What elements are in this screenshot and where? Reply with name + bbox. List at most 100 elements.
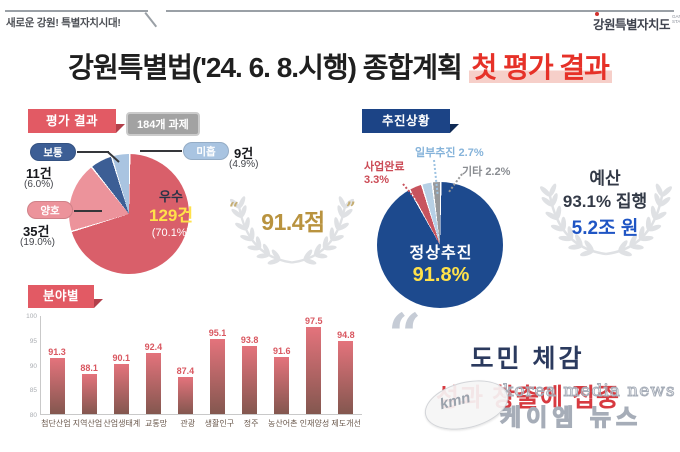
bar — [81, 373, 97, 414]
callout-complete-value: 3.3% — [364, 173, 390, 186]
callout-count-botong: 11건 — [26, 166, 52, 181]
tagline: 새로운 강원! 특별자치시대! — [6, 17, 121, 29]
leader-line-botong — [77, 151, 109, 153]
bar-value-label: 90.1 — [112, 353, 130, 364]
excellent-label: 우수 — [159, 189, 183, 204]
evaluation-pie-center-label: 우수 129건 (70.1%) — [135, 189, 207, 240]
watermark-korean: 케이엠 뉴스 — [499, 403, 643, 430]
title-main: 강원특별법('24. 6. 8.시행) 종합계획 — [68, 52, 469, 83]
bar-slot: 95.1 — [201, 328, 233, 414]
bar-value-label: 97.5 — [305, 316, 323, 327]
callout-pill-botong: 보통 — [30, 143, 76, 161]
normal-progress-label: 정상추진 — [409, 245, 473, 262]
callout-pct-botong: (6.0%) — [24, 179, 54, 190]
bar-category-label: 지역산업 — [72, 419, 103, 428]
normal-progress-value: 91.8% — [412, 264, 470, 287]
watermark-kmn-logo: kmn — [438, 389, 473, 414]
score-close-quote: ” — [346, 199, 356, 219]
progress-badge: 추진상황 — [362, 109, 459, 133]
sector-bars: 91.3 88.1 90.1 92.4 87.4 95.1 93.8 91.6 97.5 94.8 — [40, 316, 362, 415]
callout-pct-miheup: (4.9%) — [229, 159, 259, 170]
bar — [242, 345, 258, 414]
bar-category-label: 생활인구 — [204, 419, 235, 428]
bar — [306, 327, 322, 414]
page-title: 강원특별법('24. 6. 8.시행) 종합계획 첫 평가 결과 — [0, 46, 680, 86]
watermark-english: korea media news — [503, 381, 676, 402]
logo-subtext: GANGWON STATE — [672, 14, 680, 24]
footer-message-line1: 도민 체감 — [470, 345, 585, 373]
callout-partial-label: 일부추진 — [415, 147, 456, 159]
bar-slot: 87.4 — [169, 366, 201, 414]
callout-etc-label: 기타 — [462, 166, 483, 178]
callout-etc: 기타 2.2% — [462, 166, 510, 179]
header-rule-slash — [144, 12, 158, 28]
bar-slot: 93.8 — [234, 335, 266, 414]
bar — [274, 356, 290, 414]
evaluation-pie — [69, 154, 189, 274]
bar-slot: 91.6 — [266, 346, 298, 414]
callout-count-yangho: 35건 — [23, 224, 50, 239]
callout-partial: 일부추진 2.7% — [415, 147, 484, 160]
bar-category-label: 농산어촌 — [268, 419, 298, 428]
gangwon-logo: 강원특별자치도 GANGWON STATE — [592, 12, 680, 33]
header-rule-left — [5, 10, 148, 12]
score-open-quote: “ — [229, 199, 239, 219]
bar-slot: 92.4 — [137, 342, 169, 414]
bar-value-label: 91.6 — [272, 345, 291, 356]
callout-etc-value: 2.2% — [485, 166, 511, 178]
y-axis-tick: 95 — [29, 337, 37, 345]
bar — [210, 339, 226, 414]
bar-category-label: 제도개선 — [331, 419, 361, 428]
progress-pie-center-label: 정상추진 91.8% — [398, 244, 484, 287]
header-rule-right — [166, 10, 674, 12]
bar-category-label: 첨단산업 — [41, 419, 71, 428]
bar-category-label: 교통망 — [144, 419, 168, 428]
bar-slot: 97.5 — [298, 316, 330, 414]
callout-pct-yangho: (19.0%) — [20, 237, 56, 248]
leader-line-miheup — [140, 150, 182, 152]
bar-value-label: 94.8 — [337, 329, 355, 340]
bar — [145, 352, 161, 414]
footer-quote-mark: “ — [388, 301, 422, 369]
bar-value-label: 92.4 — [144, 341, 163, 352]
budget-summary: 예산 93.1% 집행 5.2조 원 — [535, 168, 675, 242]
y-axis-tick: 85 — [29, 387, 37, 395]
sector-badge: 분야별 — [28, 285, 103, 308]
bar-slot: 91.3 — [41, 347, 73, 414]
budget-title: 예산 — [589, 169, 621, 188]
y-axis-tick: 80 — [29, 412, 37, 419]
bar-category-label: 정주 — [243, 419, 259, 428]
bar-category-label: 산업생태계 — [103, 419, 141, 428]
bar — [113, 364, 129, 414]
bar — [338, 340, 354, 414]
bar-value-label: 87.4 — [176, 366, 195, 377]
budget-execution: 93.1% 집행 — [562, 191, 648, 211]
y-axis-tick: 90 — [29, 362, 37, 370]
bar-value-label: 93.8 — [240, 334, 259, 345]
callout-complete: 사업완료 3.3% — [364, 161, 404, 186]
evaluation-badge: 평가 결과 — [28, 109, 125, 133]
title-highlight: 첫 평가 결과 — [468, 52, 612, 83]
sector-category-row: 첨단산업 지역산업 산업생태계 교통망 관광 생활인구 정주 농산어촌 인재양성 제도개선 — [40, 418, 362, 429]
bar — [49, 358, 65, 414]
logo-accent-dot — [594, 12, 599, 16]
bar-value-label: 95.1 — [208, 328, 227, 339]
overall-score: 91.4점 — [261, 209, 325, 235]
callout-complete-label: 사업완료 — [364, 161, 405, 173]
progress-pie — [377, 182, 503, 308]
y-axis-tick: 100 — [26, 313, 37, 320]
callout-partial-value: 2.7% — [458, 147, 484, 159]
logo-text: 강원특별자치도 — [592, 18, 671, 32]
sector-chart: 91.3 88.1 90.1 92.4 87.4 95.1 93.8 91.6 97.5 94.8… — [24, 310, 374, 445]
bar-category-label: 인재양성 — [299, 419, 330, 428]
task-count-badge: 184개 과제 — [126, 112, 200, 136]
bar-value-label: 88.1 — [80, 362, 98, 373]
budget-amount: 5.2조 원 — [571, 217, 639, 239]
callout-pill-miheup: 미흡 — [183, 142, 229, 160]
callout-count-miheup: 9건 — [234, 146, 254, 161]
bar-slot: 88.1 — [73, 363, 105, 414]
bar-slot: 90.1 — [105, 353, 137, 414]
leader-line-yangho — [74, 210, 102, 212]
callout-pill-yangho: 양호 — [27, 201, 73, 219]
excellent-pct: (70.1%) — [151, 226, 191, 239]
